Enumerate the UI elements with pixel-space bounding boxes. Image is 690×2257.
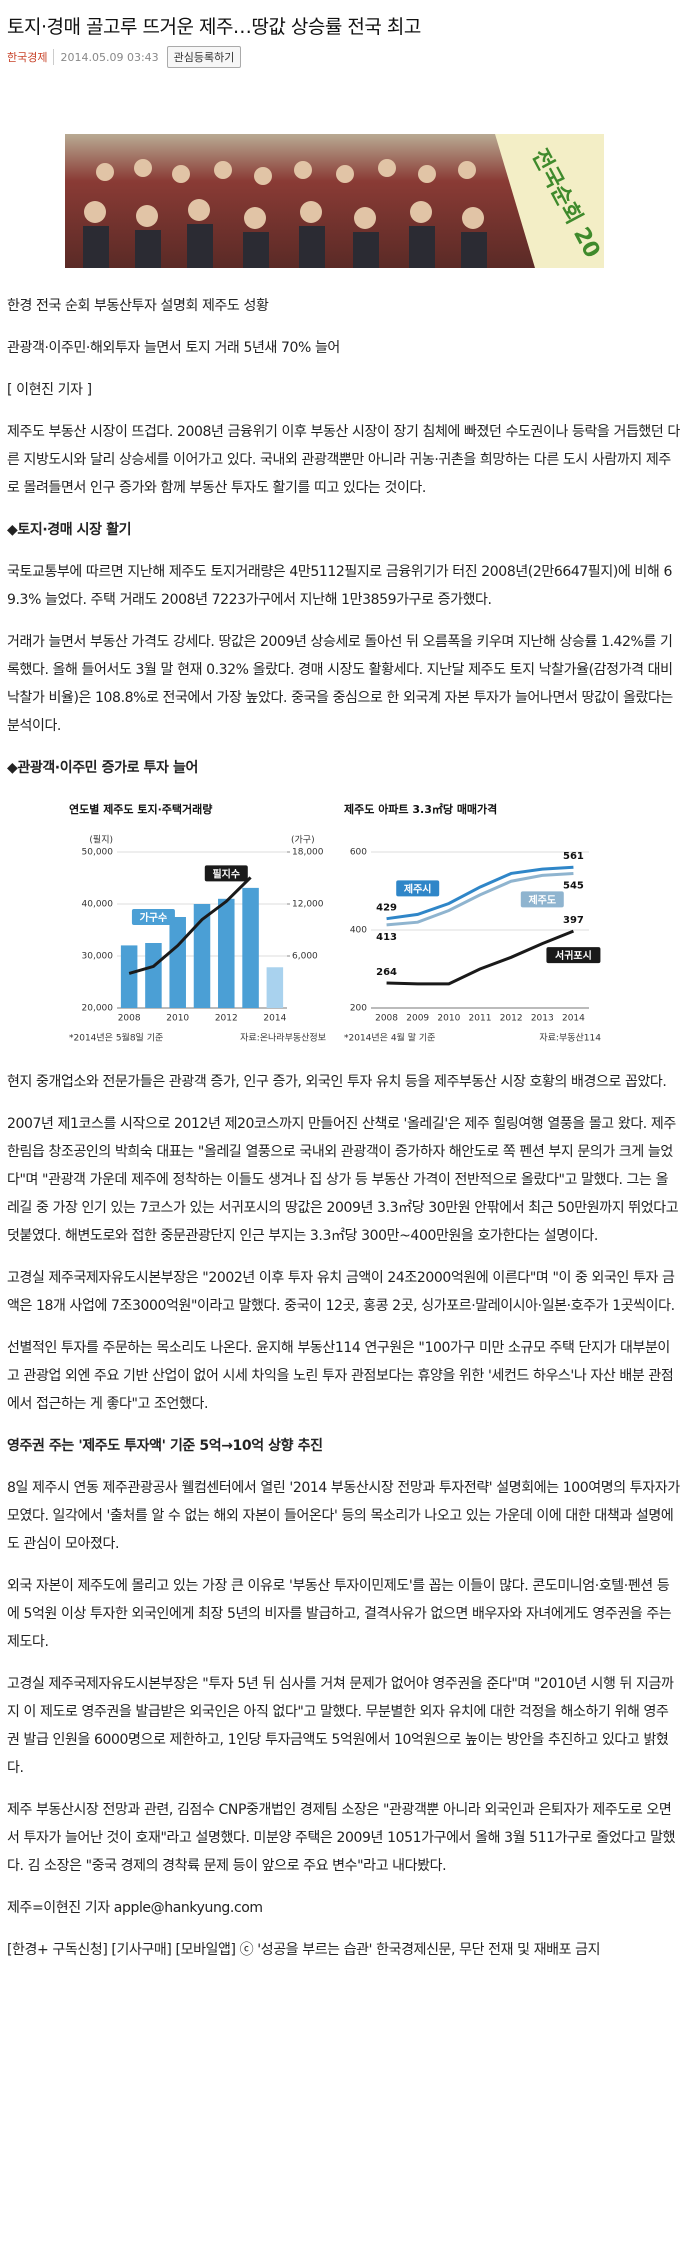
legend-box (520, 891, 564, 908)
legend-label: 서귀포시 (555, 949, 592, 962)
legend-label: 필지수 (212, 867, 240, 880)
chart-figure: 연도별 제주도 토지·주택거래량 (필지) (가구) 20,000 30,000 40,0… (69, 802, 601, 1044)
axis-unit: (필지) (89, 834, 113, 846)
contact: 제주=이현진 기자 apple@hankyung.com (7, 1900, 263, 1916)
x-tick-label: 2014 (562, 1014, 585, 1024)
article-header: 토지·경매 골고루 뜨거운 제주…땅값 상승률 전국 최고 한국경제 2014.… (0, 0, 690, 68)
source: 한국경제 (7, 49, 55, 65)
legend-label: 제주시 (404, 882, 432, 895)
section-heading: 영주권 주는 '제주도 투자액' 기준 5억→10억 상향 추진 (7, 1438, 323, 1454)
x-tick-label: 2010 (166, 1014, 189, 1024)
y-tick-label: 30,000 (82, 952, 114, 962)
paragraph: 고경실 제주국제자유도시본부장은 "2002년 이후 투자 유치 금액이 24조… (7, 1270, 675, 1314)
y2-tick-label: 18,000 (292, 848, 324, 858)
x-tick-label: 2009 (406, 1014, 429, 1024)
paragraph: 고경실 제주국제자유도시본부장은 "투자 5년 뒤 심사를 거쳐 문제가 없어야… (7, 1676, 674, 1776)
chart-note: *2014년은 4월 말 기준 (344, 1032, 435, 1044)
line (386, 929, 574, 986)
x-tick-label: 2014 (263, 1014, 286, 1024)
paragraph: 8일 제주시 연동 제주관광공사 웰컴센터에서 열린 '2014 부동산시장 전… (7, 1480, 680, 1552)
paragraph: 외국 자본이 제주도에 몰리고 있는 가장 큰 이유로 '부동산 투자이민제도'… (7, 1578, 672, 1650)
y-tick-label: 200 (350, 1004, 367, 1014)
y-tick-label: 50,000 (82, 848, 114, 858)
headline: 토지·경매 골고루 뜨거운 제주…땅값 상승률 전국 최고 (7, 16, 421, 38)
line (128, 876, 252, 975)
line (386, 865, 574, 921)
value-label: 413 (376, 932, 397, 943)
x-tick-label: 2010 (437, 1014, 460, 1024)
subtitle: 한경 전국 순회 부동산투자 설명회 제주도 성황 (7, 298, 269, 314)
y-tick-label: 600 (350, 848, 367, 858)
banner (495, 134, 604, 268)
bar (218, 898, 235, 1008)
legend-label: 가구수 (140, 911, 168, 924)
x-tick-label: 2008 (375, 1014, 398, 1024)
section-heading: ◆관광객·이주민 증가로 투자 늘어 (7, 760, 198, 776)
paragraph: 국토교통부에 따르면 지난해 제주도 토지거래량은 4만5112필지로 금융위기… (7, 564, 672, 608)
subscribe-button[interactable]: 관심등록하기 (166, 46, 242, 68)
audience-bodies (83, 224, 487, 268)
paragraph: 현지 중개업소와 전문가들은 관광객 증가, 인구 증가, 외국인 투자 유치 … (7, 1074, 667, 1090)
y2-tick-label: 6,000 (292, 952, 318, 962)
chart-source: 자료:부동산114 (539, 1033, 601, 1044)
paragraph: 제주 부동산시장 전망과 관련, 김점수 CNP중개법인 경제팀 소장은 "관광… (7, 1802, 676, 1874)
line (386, 871, 574, 927)
audience (84, 159, 484, 229)
chart-title: 제주도 아파트 3.3㎡당 매매가격 (344, 802, 497, 816)
value-label: 397 (563, 915, 584, 926)
paragraph: 제주도 부동산 시장이 뜨겁다. 2008년 금융위기 이후 부동산 시장이 장… (7, 424, 680, 496)
article-body: 한경 전국 순회 부동산투자 설명회 제주도 성황 관광객·이주민·해외투자 늘… (0, 292, 690, 1964)
chart-note: *2014년은 5월8일 기준 (69, 1032, 163, 1044)
legend-box (204, 865, 248, 882)
axis-unit: (가구) (291, 835, 315, 846)
y-tick-label: 40,000 (82, 900, 114, 910)
x-tick-label: 2012 (500, 1014, 523, 1024)
bar (242, 887, 259, 1008)
bar (266, 967, 284, 1008)
section-heading: ◆토지·경매 시장 활기 (7, 522, 132, 538)
value-label: 264 (376, 967, 397, 978)
legend-label: 제주도 (528, 893, 556, 906)
chart-title: 연도별 제주도 토지·주택거래량 (69, 802, 212, 816)
bar (120, 945, 138, 1008)
copyright: [한경+ 구독신청] [기사구매] [모바일앱] ⓒ '성공을 부르는 습관' … (7, 1942, 601, 1958)
subtitle: 관광객·이주민·해외투자 늘면서 토지 거래 5년새 70% 늘어 (7, 340, 340, 356)
legend-box (396, 880, 440, 897)
y2-tick-label: 12,000 (292, 900, 324, 910)
legend-box (546, 947, 601, 964)
value-label: 545 (563, 880, 584, 891)
bar (145, 943, 162, 1008)
byline: [ 이현진 기자 ] (7, 382, 92, 398)
paragraph: 2007년 제1코스를 시작으로 2012년 제20코스까지 만들어진 산책로 … (7, 1116, 679, 1244)
value-label: 429 (376, 903, 397, 914)
y-tick-label: 400 (350, 926, 367, 936)
x-tick-label: 2008 (118, 1014, 141, 1024)
x-tick-label: 2013 (531, 1014, 554, 1024)
bar (193, 904, 211, 1008)
chart-source: 자료:온나라부동산정보 (240, 1033, 326, 1044)
value-label: 561 (563, 851, 584, 862)
bar (169, 917, 186, 1008)
y-tick-label: 20,000 (82, 1004, 114, 1014)
photo: 전국순회 20 (65, 134, 604, 268)
date: 2014.05.09 03:43 (60, 50, 159, 64)
paragraph: 선별적인 투자를 주문하는 목소리도 나온다. 윤지해 부동산114 연구원은 … (7, 1340, 674, 1412)
paragraph: 거래가 늘면서 부동산 가격도 강세다. 땅값은 2009년 상승세로 돌아선 … (7, 634, 673, 734)
x-tick-label: 2012 (215, 1014, 238, 1024)
x-tick-label: 2011 (469, 1014, 492, 1024)
meta-row: 한국경제 2014.05.09 03:43 관심등록하기 (7, 46, 683, 68)
legend-box (131, 909, 175, 925)
